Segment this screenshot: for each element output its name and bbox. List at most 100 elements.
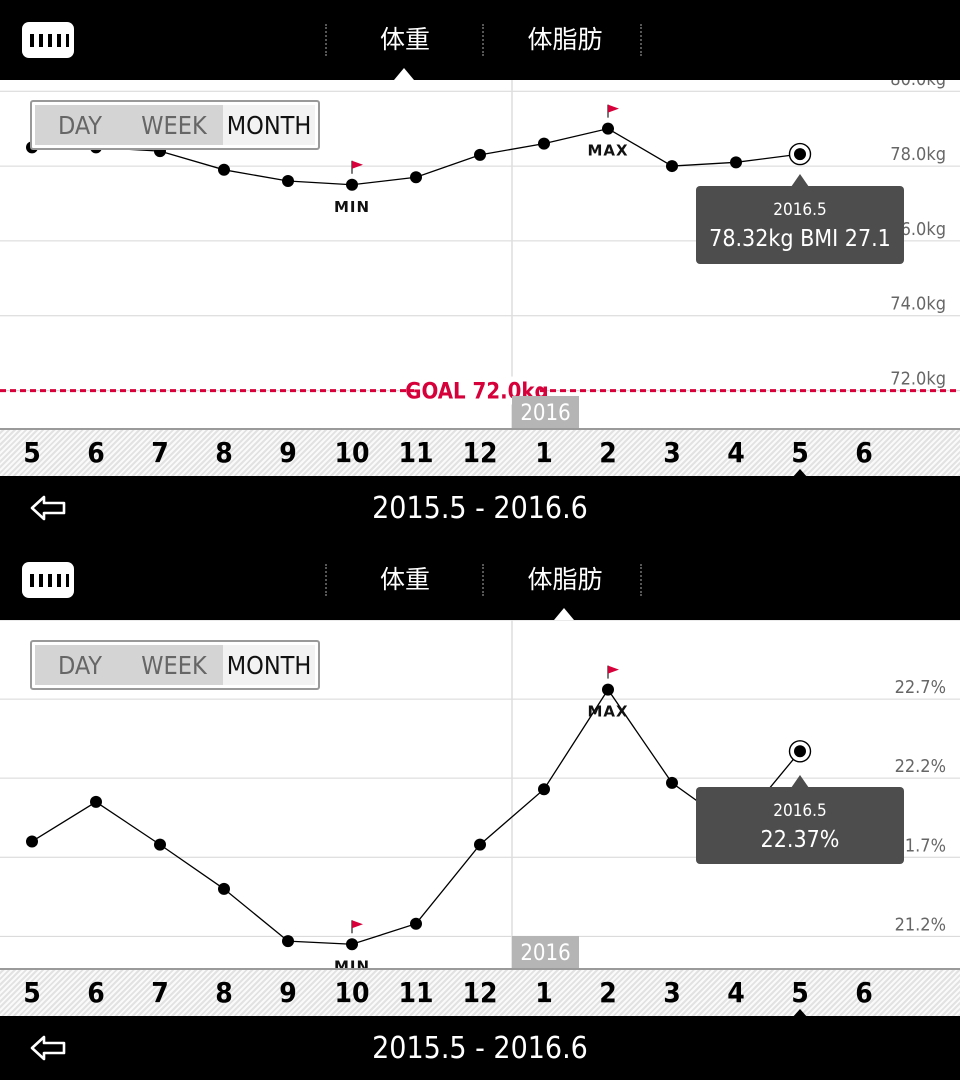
top-bar: 体重 体脂肪 [0,540,960,620]
y-tick-label: 74.0kg [890,294,946,315]
data-point [602,683,614,696]
data-point [218,882,230,895]
period-selector: DAY WEEK MONTH [30,640,320,690]
data-point [410,171,422,184]
month-axis[interactable]: 5 6 7 8 9 10 11 12 1 2 3 4 5 6 [0,968,960,1018]
month-label: 1 [535,976,553,1009]
active-tab-indicator [554,608,574,620]
y-tick-label: 80.0kg [890,80,946,90]
data-point [90,795,102,808]
data-point [154,838,166,851]
y-tick-label: 76.0kg [890,219,946,240]
data-point [26,835,38,848]
flag-icon [608,104,619,113]
data-point [794,745,806,758]
month-label: 1 [535,436,553,469]
data-line [31,688,801,945]
value-tooltip: 2016.5 22.37% [696,775,904,864]
month-label: 7 [151,436,169,469]
back-arrow-icon[interactable] [28,1032,70,1064]
flag-icon [352,920,363,929]
tab-separator [325,564,327,596]
bottom-bar: 2015.5 - 2016.6 [0,476,960,540]
flag-icon [352,160,363,169]
app-icon-bar [30,574,34,587]
month-label: 6 [855,436,873,469]
year-marker: 2016 [520,941,570,966]
month-label: 8 [215,976,233,1009]
month-label: 10 [334,976,370,1009]
year-marker: 2016 [520,401,570,426]
value-tooltip: 2016.5 78.32kg BMI 27.1 [696,174,904,264]
month-label: 3 [663,976,681,1009]
app-icon-bar [48,574,52,587]
data-point [538,783,550,796]
bottom-bar: 2015.5 - 2016.6 [0,1016,960,1080]
date-range-label: 2015.5 - 2016.6 [372,491,588,526]
month-label: 4 [727,436,745,469]
selected-month-indicator [792,1009,808,1018]
period-selector: DAY WEEK MONTH [30,100,320,150]
max-label: MAX [587,142,628,160]
selected-month-indicator [792,469,808,478]
data-point [410,917,422,930]
data-point [602,122,614,135]
data-point [346,178,358,191]
y-tick-label: 78.0kg [890,144,946,165]
data-point [282,175,294,188]
month-label: 3 [663,436,681,469]
back-arrow-icon[interactable] [28,492,70,524]
top-bar: 体重 体脂肪 [0,0,960,80]
body-fat-panel: 体重 体脂肪 23.2%22.7%22.2%21.7%21.2%2016MINM… [0,540,960,1080]
max-label: MAX [587,703,628,721]
month-label: 5 [23,436,41,469]
data-point [730,156,742,169]
data-point [282,935,294,948]
tab-weight[interactable]: 体重 [379,565,430,594]
app-menu-icon[interactable] [22,562,74,598]
month-axis[interactable]: 5 6 7 8 9 10 11 12 1 2 3 4 5 6 [0,428,960,478]
y-tick-label: 22.7% [895,677,946,698]
period-week-button[interactable]: WEEK [141,111,207,140]
month-label: 11 [398,976,434,1009]
data-point [666,776,678,789]
tooltip-arrow [791,775,809,788]
app-icon-bar [57,34,61,47]
tab-weight[interactable]: 体重 [379,25,430,54]
tooltip-date: 2016.5 [773,200,827,220]
month-label: 5 [23,976,41,1009]
tab-separator [325,24,327,56]
data-point [538,137,550,150]
month-label: 6 [87,436,105,469]
app-icon-bar [30,34,34,47]
period-month-button[interactable]: MONTH [223,105,315,145]
data-point [794,148,806,161]
app-menu-icon[interactable] [22,22,74,58]
tab-body-fat[interactable]: 体脂肪 [527,565,603,594]
month-label: 8 [215,436,233,469]
tab-separator [482,24,484,56]
period-day-button[interactable]: DAY [57,111,103,140]
month-label: 11 [398,436,434,469]
period-month-button[interactable]: MONTH [223,645,315,685]
weight-panel: 体重 体脂肪 80.0kg78.0kg76.0kg74.0kg72.0kgGOA… [0,0,960,540]
tooltip-value: 22.37% [760,827,840,853]
app-icon-bar [66,34,69,47]
min-label: MIN [334,198,370,216]
min-label: MIN [334,957,370,968]
tooltip-date: 2016.5 [773,801,827,821]
tab-body-fat[interactable]: 体脂肪 [527,25,603,54]
month-label: 5 [791,976,809,1009]
data-point [474,148,486,161]
y-tick-label: 22.2% [895,756,946,777]
month-label: 12 [462,976,498,1009]
app-icon-bar [39,34,43,47]
data-point [666,160,678,173]
period-week-button[interactable]: WEEK [141,651,207,680]
month-label: 5 [791,436,809,469]
year-marker-bg [512,396,579,428]
period-day-button[interactable]: DAY [57,651,103,680]
